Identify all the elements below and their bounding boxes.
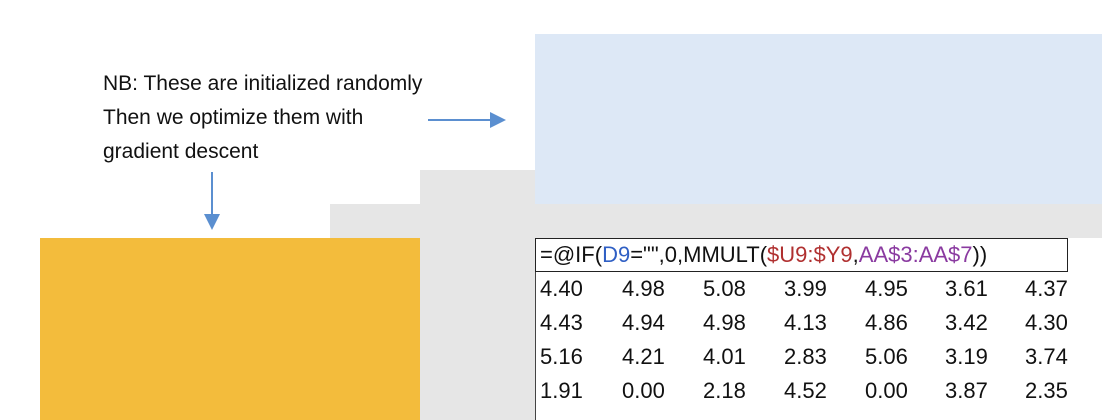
formula-part: )) [972, 242, 988, 267]
prediction-cell[interactable]: 3.42 [945, 310, 988, 335]
formula-part: ="",0,MMULT( [630, 242, 768, 267]
prediction-cell[interactable]: 3.87 [945, 378, 988, 403]
prediction-cell[interactable]: 4.37 [1025, 276, 1068, 301]
header-bg [420, 170, 535, 204]
prediction-cell[interactable]: 5.06 [865, 344, 908, 369]
prediction-cell[interactable]: 2.35 [1025, 378, 1068, 403]
formula-part: $U9:$Y9 [767, 242, 853, 267]
header-bg [535, 204, 1102, 238]
prediction-cell[interactable]: 4.86 [865, 310, 908, 335]
prediction-cell[interactable]: 4.95 [865, 276, 908, 301]
prediction-cell[interactable]: 4.30 [1025, 310, 1068, 335]
prediction-cell[interactable]: 4.13 [784, 310, 827, 335]
prediction-cell[interactable]: 3.19 [945, 344, 988, 369]
prediction-cell[interactable]: 4.43 [540, 310, 583, 335]
prediction-cell[interactable]: 4.98 [622, 276, 665, 301]
prediction-cell[interactable]: 3.61 [945, 276, 988, 301]
prediction-cell[interactable]: 2.18 [703, 378, 746, 403]
prediction-cell[interactable]: 4.94 [622, 310, 665, 335]
grid-line [535, 238, 536, 420]
prediction-cell[interactable]: 5.16 [540, 344, 583, 369]
note: Then we optimize them with [103, 106, 364, 129]
prediction-cell[interactable]: 3.99 [784, 276, 827, 301]
note: NB: These are initialized randomly [103, 72, 423, 95]
formula-cell[interactable]: =@IF(D9="",0,MMULT($U9:$Y9,AA$3:AA$7)) [535, 238, 1068, 272]
formula-part: , [852, 242, 859, 267]
prediction-cell[interactable]: 4.01 [703, 344, 746, 369]
formula-part: AA$3:AA$7 [858, 242, 973, 267]
prediction-cell[interactable]: 5.08 [703, 276, 746, 301]
prediction-cell[interactable]: 0.00 [622, 378, 665, 403]
movie-block-bg [535, 34, 1102, 204]
formula-part: D9 [602, 242, 631, 267]
note: gradient descent [103, 140, 259, 163]
prediction-cell[interactable]: 3.74 [1025, 344, 1068, 369]
prediction-cell[interactable]: 4.52 [784, 378, 827, 403]
formula-part: =@IF( [540, 242, 603, 267]
user-block-bg [40, 238, 420, 420]
header-bg [330, 204, 535, 238]
prediction-cell[interactable]: 0.00 [865, 378, 908, 403]
prediction-cell[interactable]: 1.91 [540, 378, 583, 403]
prediction-cell[interactable]: 2.83 [784, 344, 827, 369]
prediction-cell[interactable]: 4.40 [540, 276, 583, 301]
header-bg [420, 238, 535, 420]
prediction-cell[interactable]: 4.21 [622, 344, 665, 369]
prediction-cell[interactable]: 4.98 [703, 310, 746, 335]
